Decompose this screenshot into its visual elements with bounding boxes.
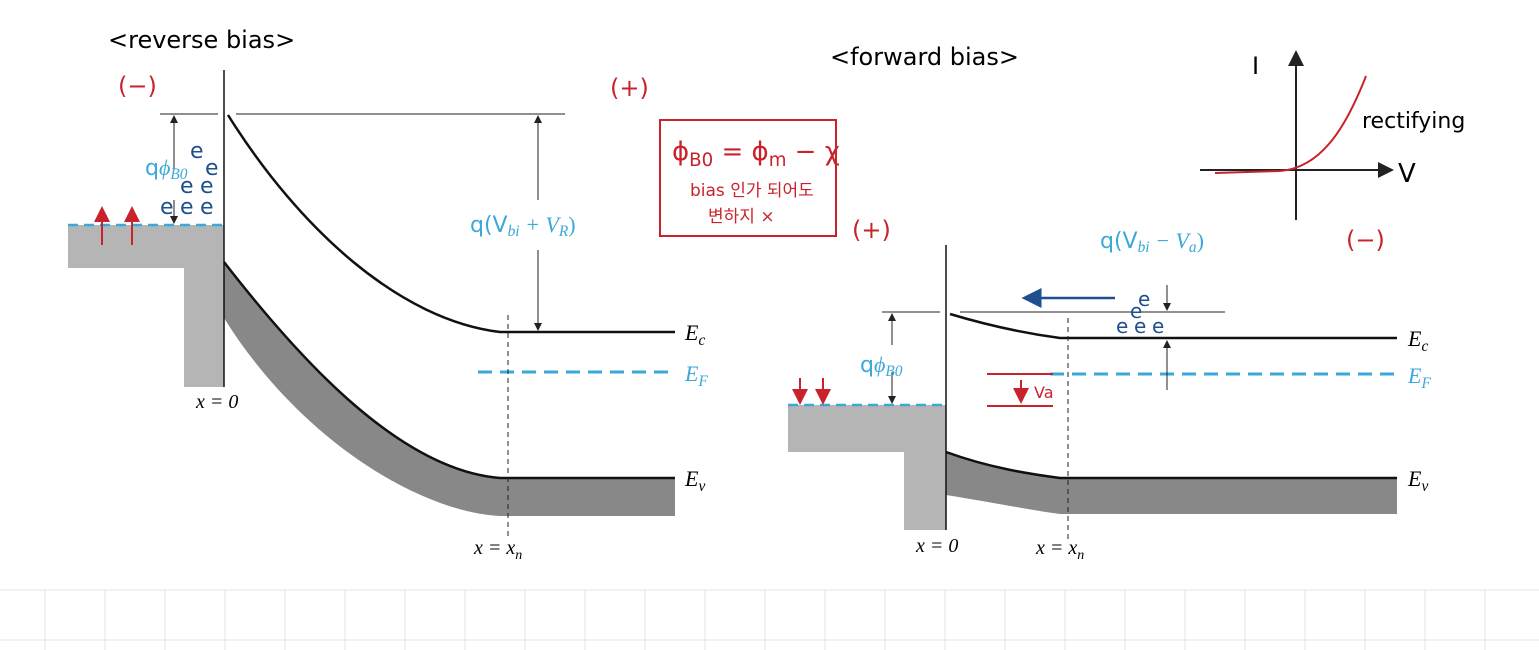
text-part: n [1077,548,1084,563]
electron: e [205,156,219,181]
electron: e [1138,287,1150,311]
text-part: x = x [473,537,515,559]
ec-line [949,312,1397,340]
title: <forward bias> [830,43,1019,71]
note-box: ϕB0 = ϕm − χ bias 인가 되어도 변하지 × [659,119,840,237]
metal-sign: (+) [852,216,891,244]
metal-sign: (−) [118,72,157,100]
x-label: V [1398,159,1416,189]
text-part: E [1407,466,1422,491]
metal [788,405,946,530]
note-line: 변하지 × [708,207,775,227]
electron: e [200,195,214,220]
ef-label: EF [684,361,708,390]
text-part: v [698,478,705,495]
text-part: F [1420,375,1431,392]
ef-label: EF [1407,363,1431,392]
y-label: I [1252,52,1259,80]
barrier-label: qϕB0 [860,352,903,380]
text-part: ϕ [159,155,170,180]
valence-band [946,452,1397,514]
text-part: − V [1150,228,1192,253]
text-part: = ϕ [713,137,768,167]
text-part: E [1407,326,1422,351]
text-part: q [145,156,159,181]
text-part: a [1189,239,1197,256]
potential-label: q(Vbi + VR) [470,212,576,240]
text-part: bi [1138,239,1150,256]
text-part: x = x [1035,537,1077,559]
text-part: n [515,548,522,563]
electron: e [160,195,174,220]
x0-label: x = 0 [915,535,958,557]
text-part: q(V [1100,229,1138,254]
forward-bias-diagram: <forward bias> (+) (−) Va qϕB0 q(Vbi − V… [788,43,1431,563]
text-part: E [1407,363,1422,388]
xn-label: x = xn [1035,537,1084,563]
text-part: m [769,150,787,171]
text-part: B0 [885,363,902,380]
text-part: B0 [689,150,713,171]
iv-graph: I V rectifying [1200,50,1465,220]
text-part: + V [520,212,562,237]
ev-label: Ev [1407,466,1428,495]
va-label: Va [1034,383,1054,402]
title: <reverse bias> [108,26,295,54]
reverse-bias-diagram: <reverse bias> (−) (+) qϕB0 e e e e e e … [68,26,708,563]
ec-line [226,114,675,334]
grid [0,589,1539,650]
ev-line [223,261,675,480]
electron: e [180,195,194,220]
metal [68,225,224,387]
text-part: c [1421,338,1428,355]
electron: e [1130,299,1142,323]
box [659,119,837,237]
ec-label: Ec [684,320,705,349]
valence-band [224,262,675,516]
electron: e [200,174,214,199]
potential-label: q(Vbi − Va) [1100,228,1204,256]
text-part: q [860,353,874,378]
text-part: F [697,373,708,390]
semi-sign: (−) [1346,226,1385,254]
text-part: ϕ [874,352,885,377]
semi-sign: (+) [610,74,649,102]
text-part: bi [508,223,520,240]
text-part: ) [1197,228,1204,253]
barrier-label: qϕB0 [145,155,188,183]
text-part: B0 [170,166,187,183]
x0-label: x = 0 [195,391,238,413]
text-part: v [1421,478,1428,495]
ec-label: Ec [1407,326,1428,355]
electron: e [1116,314,1128,338]
ev-label: Ev [684,466,705,495]
text-part: q(V [470,213,508,238]
ev-line [945,450,1397,480]
text-part: E [684,466,699,491]
note-line: bias 인가 되어도 [690,181,814,201]
text-part: E [684,361,699,386]
iv-curve [1214,75,1367,174]
electrons: e e e e e e e [160,139,219,220]
electrons: e e e e e [1116,287,1164,338]
electron: e [180,174,194,199]
formula: ϕB0 = ϕm − χ [672,137,840,171]
electron: e [1134,314,1146,338]
electron: e [190,139,204,164]
text-part: R [558,223,569,240]
text-part: − χ [786,137,839,167]
text-part: ϕ [672,137,689,167]
text-part: E [684,320,699,345]
xn-label: x = xn [473,537,522,563]
iv-label: rectifying [1362,109,1465,134]
text-part: ) [568,212,575,237]
electron: e [1152,314,1164,338]
text-part: c [698,332,705,349]
